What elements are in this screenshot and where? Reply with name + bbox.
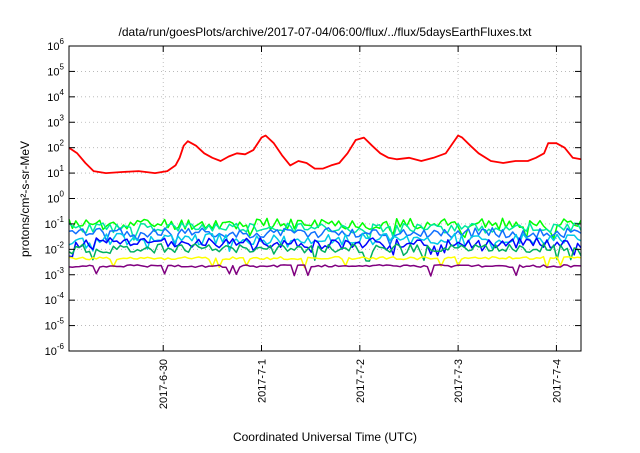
x-tick-label: 2017-7-2 — [355, 359, 367, 403]
y-tick-label: 104 — [47, 88, 64, 104]
series-line-7 — [68, 255, 582, 269]
y-tick-label: 10-1 — [45, 215, 65, 231]
series-line-6 — [68, 243, 582, 262]
y-tick-label: 10-3 — [45, 266, 65, 282]
x-axis-label: Coordinated Universal Time (UTC) — [233, 430, 417, 444]
x-tick-label: 2017-7-1 — [257, 359, 269, 403]
y-tick-label: 105 — [47, 62, 64, 78]
series-line-0 — [68, 134, 582, 174]
series-line-1 — [68, 217, 582, 240]
y-axis: 10-6 10-5 10-4 10-3 10-2 10-1 100 101 102 103 104 1… — [45, 37, 581, 358]
series-line-3 — [68, 227, 582, 247]
chart-title: /data/run/goesPlots/archive/2017-07-04/0… — [119, 25, 533, 39]
y-tick-label: 10-4 — [45, 291, 65, 307]
series-group — [68, 134, 582, 277]
x-tick-label: 2017-7-3 — [453, 359, 465, 403]
y-tick-label: 100 — [47, 190, 64, 206]
series-line-2 — [68, 222, 582, 241]
x-tick-label: 2017-6-30 — [158, 359, 170, 409]
grid — [69, 46, 581, 351]
x-axis: 2017-6-30 2017-7-1 2017-7-2 2017-7-3 2017-7-… — [158, 46, 563, 409]
y-tick-label: 10-5 — [45, 317, 65, 333]
series-line-8 — [68, 264, 582, 277]
y-tick-label: 103 — [47, 113, 64, 129]
y-tick-label: 10-6 — [45, 342, 65, 358]
y-tick-label: 106 — [47, 37, 64, 53]
x-tick-label: 2017-7-4 — [551, 359, 563, 403]
y-axis-label: protons/cm²-s-sr-MeV — [18, 141, 32, 257]
y-tick-label: 10-2 — [45, 240, 65, 256]
series-line-5 — [68, 237, 582, 258]
y-tick-label: 101 — [47, 164, 64, 180]
y-tick-label: 102 — [47, 139, 64, 155]
